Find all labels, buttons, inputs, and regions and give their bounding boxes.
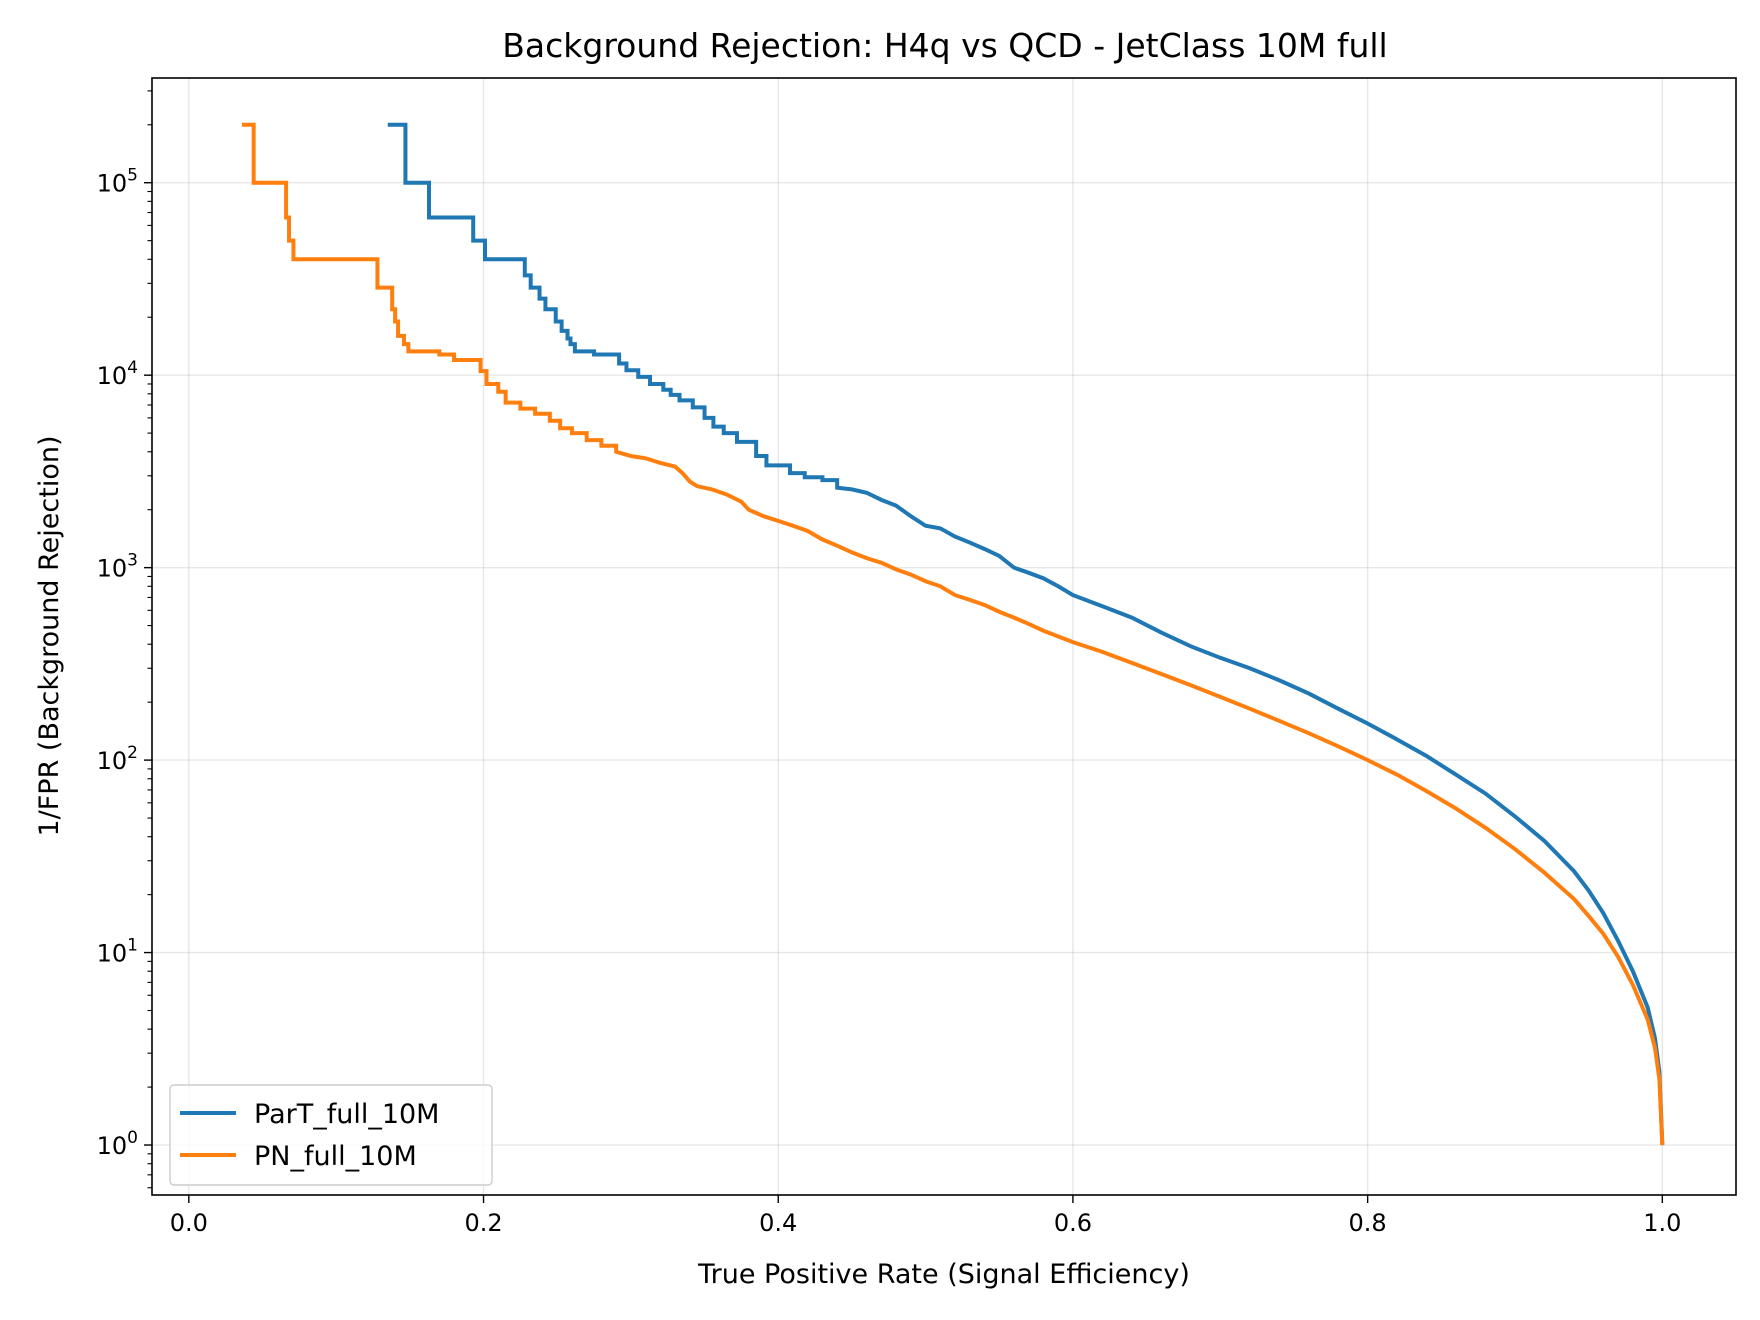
y-tick-exponent: 0 <box>127 1128 138 1148</box>
y-tick-exponent: 4 <box>127 358 138 378</box>
plot-area <box>152 78 1736 1195</box>
y-tick-base: 10 <box>97 555 128 583</box>
chart-title: Background Rejection: H4q vs QCD - JetCl… <box>502 26 1387 65</box>
y-tick-label: 100 <box>97 1128 138 1160</box>
x-tick-label: 0.4 <box>759 1209 797 1237</box>
y-tick-label: 101 <box>97 936 138 968</box>
series-layer <box>241 122 1665 1146</box>
legend-label: PN_full_10M <box>254 1141 417 1172</box>
x-tick-label: 1.0 <box>1643 1209 1681 1237</box>
legend-box <box>169 1084 493 1186</box>
y-tick-base: 10 <box>97 170 128 198</box>
x-tick-label: 0.0 <box>170 1209 208 1237</box>
legend: ParT_full_10M PN_full_10M <box>169 1084 493 1186</box>
y-axis-label: 1/FPR (Background Rejection) <box>34 436 65 837</box>
x-tick-label: 0.8 <box>1349 1209 1387 1237</box>
y-tick-exponent: 2 <box>127 743 138 763</box>
y-tick-base: 10 <box>97 362 128 390</box>
x-axis-label: True Positive Rate (Signal Efficiency) <box>697 1259 1190 1290</box>
grid-layer <box>152 78 1736 1195</box>
y-tick-exponent: 1 <box>127 936 138 956</box>
y-tick-label: 105 <box>97 166 138 198</box>
y-tick-base: 10 <box>97 747 128 775</box>
y-tick-label: 102 <box>97 743 138 775</box>
y-tick-base: 10 <box>97 940 128 968</box>
y-tick-label: 104 <box>97 358 138 390</box>
legend-label: ParT_full_10M <box>254 1099 439 1130</box>
y-tick-base: 10 <box>97 1132 128 1160</box>
plot-frame <box>151 77 1737 1196</box>
y-tick-exponent: 5 <box>127 166 138 186</box>
x-tick-label: 0.2 <box>464 1209 502 1237</box>
series-line-ParT_full_10M <box>387 122 1665 1146</box>
y-tick-label: 103 <box>97 551 138 583</box>
series-line-PN_full_10M <box>241 122 1665 1146</box>
y-tick-exponent: 3 <box>127 551 138 571</box>
x-tick-label: 0.6 <box>1054 1209 1092 1237</box>
